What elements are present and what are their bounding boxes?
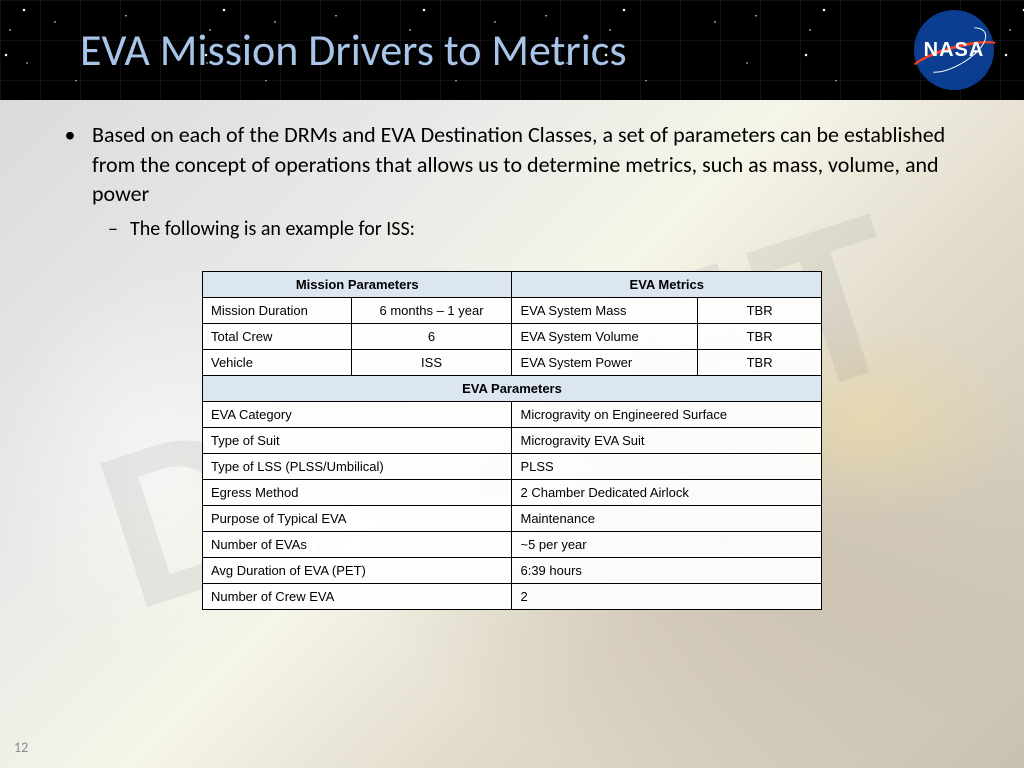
cell-param: Egress Method	[203, 480, 512, 506]
table-row: Number of EVAs ~5 per year	[203, 532, 822, 558]
table-row: Type of LSS (PLSS/Umbilical) PLSS	[203, 454, 822, 480]
cell-param: Type of LSS (PLSS/Umbilical)	[203, 454, 512, 480]
eva-metrics-header: EVA Metrics	[512, 272, 822, 298]
slide-header: EVA Mission Drivers to Metrics NASA	[0, 0, 1024, 100]
mission-params-header: Mission Parameters	[203, 272, 512, 298]
cell-value: 2	[512, 584, 822, 610]
cell-value: PLSS	[512, 454, 822, 480]
cell-value: 2 Chamber Dedicated Airlock	[512, 480, 822, 506]
cell-param: Purpose of Typical EVA	[203, 506, 512, 532]
cell-value: Microgravity on Engineered Surface	[512, 402, 822, 428]
cell-metric: EVA System Volume	[512, 324, 698, 350]
slide-content: • Based on each of the DRMs and EVA Dest…	[0, 100, 1024, 630]
nasa-logo-icon: NASA	[914, 10, 994, 90]
cell-value: 6	[351, 324, 512, 350]
cell-value: 6 months – 1 year	[351, 298, 512, 324]
cell-param: Mission Duration	[203, 298, 352, 324]
cell-mvalue: TBR	[698, 350, 822, 376]
cell-mvalue: TBR	[698, 298, 822, 324]
cell-value: 6:39 hours	[512, 558, 822, 584]
nasa-logo-text: NASA	[924, 39, 985, 62]
cell-value: ~5 per year	[512, 532, 822, 558]
cell-param: Type of Suit	[203, 428, 512, 454]
cell-param: Number of EVAs	[203, 532, 512, 558]
parameters-table-container: Mission Parameters EVA Metrics Mission D…	[202, 271, 822, 610]
bullet-main-text: Based on each of the DRMs and EVA Destin…	[92, 120, 964, 209]
table-row: Mission Duration 6 months – 1 year EVA S…	[203, 298, 822, 324]
bullet-main: • Based on each of the DRMs and EVA Dest…	[60, 120, 964, 209]
cell-value: Maintenance	[512, 506, 822, 532]
table-row: Total Crew 6 EVA System Volume TBR	[203, 324, 822, 350]
cell-param: Avg Duration of EVA (PET)	[203, 558, 512, 584]
cell-metric: EVA System Power	[512, 350, 698, 376]
table-row: Vehicle ISS EVA System Power TBR	[203, 350, 822, 376]
table-row: Purpose of Typical EVA Maintenance	[203, 506, 822, 532]
cell-param: Number of Crew EVA	[203, 584, 512, 610]
cell-param: Total Crew	[203, 324, 352, 350]
table-row: EVA Category Microgravity on Engineered …	[203, 402, 822, 428]
table-header-row: Mission Parameters EVA Metrics	[203, 272, 822, 298]
eva-params-header: EVA Parameters	[203, 376, 822, 402]
table-row: Number of Crew EVA 2	[203, 584, 822, 610]
cell-value: ISS	[351, 350, 512, 376]
bullet-dash-icon: –	[108, 217, 118, 241]
table-header-row: EVA Parameters	[203, 376, 822, 402]
bullet-sub: – The following is an example for ISS:	[108, 217, 964, 241]
bullet-sub-text: The following is an example for ISS:	[130, 217, 415, 241]
parameters-table: Mission Parameters EVA Metrics Mission D…	[202, 271, 822, 610]
cell-value: Microgravity EVA Suit	[512, 428, 822, 454]
table-row: Type of Suit Microgravity EVA Suit	[203, 428, 822, 454]
cell-param: Vehicle	[203, 350, 352, 376]
bullet-dot-icon: •	[60, 120, 80, 209]
table-row: Egress Method 2 Chamber Dedicated Airloc…	[203, 480, 822, 506]
page-number: 12	[14, 739, 28, 756]
cell-param: EVA Category	[203, 402, 512, 428]
slide-title: EVA Mission Drivers to Metrics	[80, 23, 627, 77]
cell-mvalue: TBR	[698, 324, 822, 350]
cell-metric: EVA System Mass	[512, 298, 698, 324]
table-row: Avg Duration of EVA (PET) 6:39 hours	[203, 558, 822, 584]
